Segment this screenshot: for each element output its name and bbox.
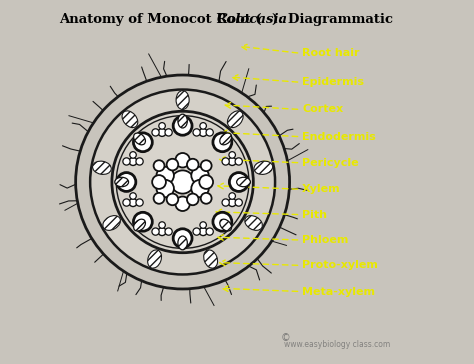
Circle shape bbox=[134, 133, 152, 152]
Circle shape bbox=[156, 180, 174, 197]
Circle shape bbox=[112, 111, 253, 253]
Text: Proto-xylem: Proto-xylem bbox=[302, 260, 378, 270]
Circle shape bbox=[136, 199, 143, 206]
Circle shape bbox=[76, 75, 290, 289]
Circle shape bbox=[200, 222, 206, 228]
Ellipse shape bbox=[178, 236, 187, 250]
Circle shape bbox=[193, 129, 200, 136]
Circle shape bbox=[158, 128, 166, 136]
Text: Xylem: Xylem bbox=[302, 184, 341, 194]
Circle shape bbox=[90, 90, 275, 274]
Circle shape bbox=[228, 198, 236, 206]
Circle shape bbox=[167, 159, 178, 170]
Circle shape bbox=[199, 228, 207, 236]
Ellipse shape bbox=[204, 250, 218, 268]
Ellipse shape bbox=[134, 133, 146, 145]
Ellipse shape bbox=[147, 250, 162, 268]
Circle shape bbox=[191, 180, 209, 197]
Circle shape bbox=[201, 193, 211, 204]
Circle shape bbox=[165, 129, 172, 136]
Ellipse shape bbox=[245, 215, 263, 230]
Text: Pith: Pith bbox=[302, 210, 327, 219]
Text: www.easybiology class.com: www.easybiology class.com bbox=[284, 340, 391, 349]
Text: Root hair: Root hair bbox=[302, 48, 360, 58]
Text: ): Diagrammatic: ): Diagrammatic bbox=[272, 13, 393, 26]
Circle shape bbox=[123, 199, 130, 206]
Circle shape bbox=[159, 123, 165, 129]
Ellipse shape bbox=[115, 177, 128, 187]
Circle shape bbox=[123, 158, 130, 165]
Circle shape bbox=[199, 175, 213, 189]
Circle shape bbox=[222, 158, 229, 165]
Circle shape bbox=[134, 212, 152, 231]
Circle shape bbox=[117, 173, 136, 191]
Circle shape bbox=[229, 152, 236, 158]
Circle shape bbox=[130, 193, 137, 199]
Text: Pericycle: Pericycle bbox=[302, 158, 359, 168]
Circle shape bbox=[173, 229, 192, 248]
Text: ©: © bbox=[281, 333, 290, 343]
Circle shape bbox=[156, 167, 174, 184]
Ellipse shape bbox=[92, 161, 111, 174]
Ellipse shape bbox=[237, 177, 250, 187]
Circle shape bbox=[171, 170, 194, 194]
Circle shape bbox=[213, 212, 232, 231]
Text: Cortex: Cortex bbox=[302, 104, 343, 114]
Ellipse shape bbox=[220, 133, 232, 145]
Circle shape bbox=[187, 159, 199, 170]
Circle shape bbox=[165, 228, 172, 235]
Ellipse shape bbox=[228, 111, 243, 127]
Circle shape bbox=[200, 123, 206, 129]
Circle shape bbox=[187, 194, 199, 205]
Circle shape bbox=[130, 152, 137, 158]
Circle shape bbox=[191, 167, 209, 184]
Text: Meta-xylem: Meta-xylem bbox=[302, 286, 375, 297]
Circle shape bbox=[154, 160, 164, 171]
Circle shape bbox=[129, 198, 137, 206]
Circle shape bbox=[199, 128, 207, 136]
Ellipse shape bbox=[122, 111, 138, 127]
Circle shape bbox=[228, 158, 236, 166]
Circle shape bbox=[222, 199, 229, 206]
Circle shape bbox=[136, 158, 143, 165]
Ellipse shape bbox=[176, 91, 189, 110]
Text: Phloem: Phloem bbox=[302, 235, 349, 245]
Circle shape bbox=[235, 199, 242, 206]
Text: Epidermis: Epidermis bbox=[302, 77, 365, 87]
Ellipse shape bbox=[103, 215, 120, 230]
Circle shape bbox=[154, 193, 164, 204]
Circle shape bbox=[152, 228, 159, 235]
Circle shape bbox=[235, 158, 242, 165]
Circle shape bbox=[152, 129, 159, 136]
Circle shape bbox=[129, 158, 137, 166]
Circle shape bbox=[213, 133, 232, 152]
Circle shape bbox=[175, 153, 190, 167]
Ellipse shape bbox=[220, 219, 232, 231]
Text: Anatomy of Monocot Root (: Anatomy of Monocot Root ( bbox=[59, 13, 262, 26]
Ellipse shape bbox=[178, 114, 187, 128]
Circle shape bbox=[152, 175, 166, 189]
Circle shape bbox=[229, 173, 248, 191]
Circle shape bbox=[175, 197, 190, 211]
Ellipse shape bbox=[134, 219, 146, 231]
Text: Colocasia: Colocasia bbox=[217, 13, 288, 26]
Text: Endodermis: Endodermis bbox=[302, 132, 376, 142]
Circle shape bbox=[159, 222, 165, 228]
Ellipse shape bbox=[254, 161, 273, 174]
Circle shape bbox=[167, 194, 178, 205]
Circle shape bbox=[206, 228, 213, 235]
Circle shape bbox=[193, 228, 200, 235]
Circle shape bbox=[206, 129, 213, 136]
Circle shape bbox=[158, 228, 166, 236]
Circle shape bbox=[229, 193, 236, 199]
Circle shape bbox=[201, 160, 211, 171]
Circle shape bbox=[173, 116, 192, 135]
Circle shape bbox=[116, 116, 249, 248]
